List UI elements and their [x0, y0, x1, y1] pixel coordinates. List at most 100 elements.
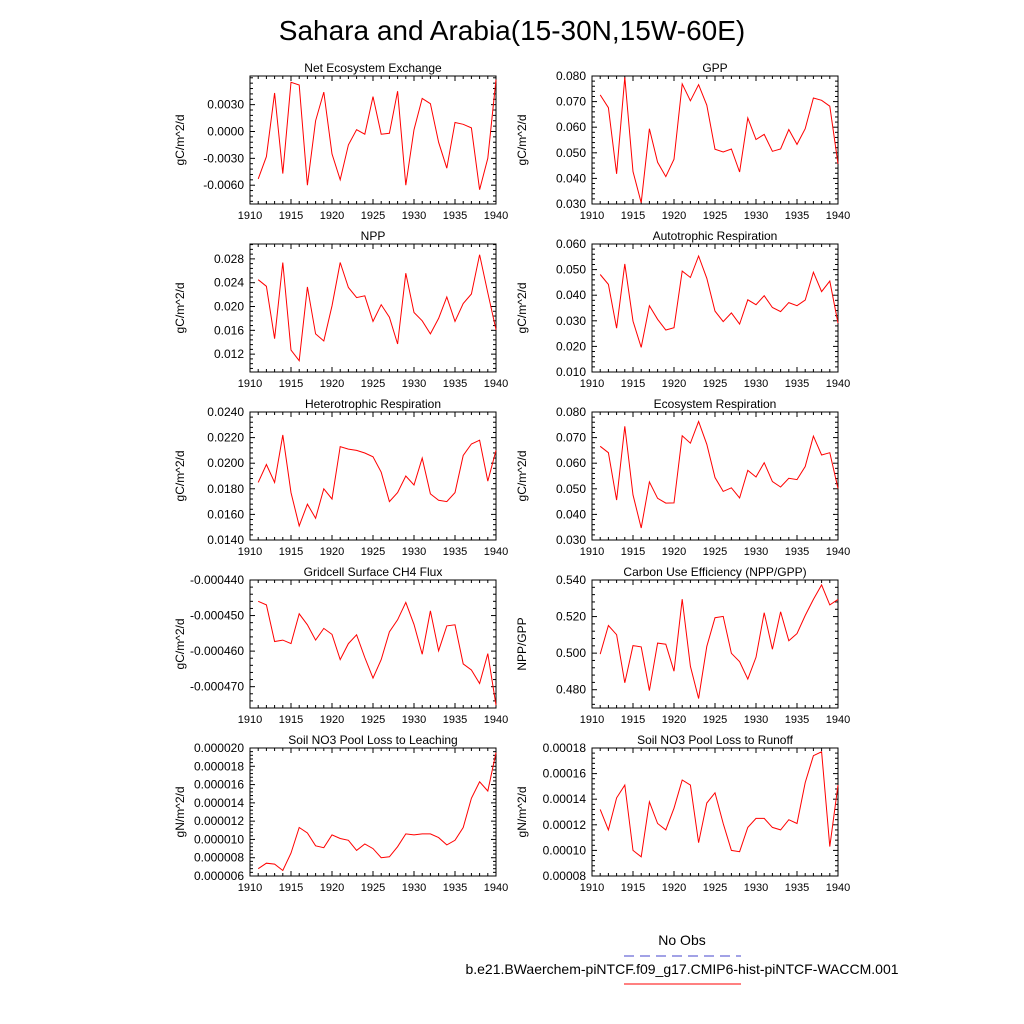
y-tick-label: -0.0030 — [203, 151, 244, 165]
y-axis-label: gC/m^2/d — [173, 115, 187, 166]
y-tick-label: -0.0060 — [203, 178, 244, 192]
x-tick-label: 1935 — [785, 210, 809, 222]
y-tick-label: 0.050 — [556, 482, 586, 496]
x-tick-label: 1920 — [662, 546, 686, 558]
panel-title: Ecosystem Respiration — [654, 397, 777, 411]
x-tick-label: 1925 — [703, 546, 727, 558]
y-tick-label: 0.050 — [556, 263, 586, 277]
x-tick-label: 1915 — [279, 546, 303, 558]
x-tick-label: 1920 — [320, 714, 344, 726]
y-axis-label: gN/m^2/d — [173, 787, 187, 838]
chart-panel: Ecosystem Respiration gC/m^2/d 1910 1915 192… — [515, 397, 850, 558]
series-line — [257, 79, 497, 190]
y-tick-label: 0.070 — [556, 95, 586, 109]
series-line — [257, 434, 497, 528]
x-tick-label: 1925 — [361, 378, 385, 390]
y-tick-label: -0.000440 — [190, 573, 244, 587]
series-line — [599, 751, 839, 858]
y-tick-label: 0.00016 — [543, 767, 587, 781]
series-line — [599, 420, 839, 529]
figure-title: Sahara and Arabia(15-30N,15W-60E) — [279, 15, 745, 46]
y-axis-label: gC/m^2/d — [515, 283, 529, 334]
y-tick-label: -0.000470 — [190, 680, 244, 694]
y-tick-label: 0.030 — [556, 197, 586, 211]
x-tick-label: 1920 — [662, 882, 686, 894]
x-tick-label: 1920 — [320, 882, 344, 894]
series-line — [257, 600, 497, 706]
x-tick-label: 1935 — [785, 378, 809, 390]
x-tick-label: 1925 — [703, 714, 727, 726]
y-tick-label: 0.020 — [556, 339, 586, 353]
y-tick-label: 0.030 — [556, 533, 586, 547]
x-tick-label: 1940 — [826, 882, 850, 894]
x-tick-label: 1925 — [703, 882, 727, 894]
x-tick-label: 1930 — [402, 546, 426, 558]
x-tick-label: 1935 — [443, 210, 467, 222]
series-line — [599, 583, 839, 699]
x-tick-label: 1935 — [443, 882, 467, 894]
x-tick-label: 1920 — [320, 378, 344, 390]
x-tick-label: 1915 — [279, 210, 303, 222]
x-tick-label: 1910 — [580, 882, 604, 894]
x-tick-label: 1920 — [662, 210, 686, 222]
chart-panel: Carbon Use Efficiency (NPP/GPP) NPP/GPP 19… — [515, 565, 850, 726]
legend-obs-label: No Obs — [658, 932, 705, 948]
x-tick-label: 1930 — [744, 714, 768, 726]
plot-frame — [591, 579, 839, 709]
y-tick-label: 0.0240 — [207, 405, 244, 419]
y-axis-label: gC/m^2/d — [173, 451, 187, 502]
x-tick-label: 1915 — [279, 378, 303, 390]
x-tick-label: 1935 — [785, 714, 809, 726]
x-tick-label: 1925 — [703, 378, 727, 390]
series-line — [599, 254, 839, 348]
x-tick-label: 1910 — [580, 378, 604, 390]
x-tick-label: 1910 — [238, 714, 262, 726]
x-tick-label: 1910 — [238, 882, 262, 894]
y-tick-label: -0.000450 — [190, 609, 244, 623]
y-tick-label: 0.012 — [214, 347, 244, 361]
x-tick-label: 1930 — [744, 546, 768, 558]
x-tick-label: 1925 — [703, 210, 727, 222]
x-tick-label: 1940 — [484, 210, 508, 222]
x-tick-label: 1930 — [402, 210, 426, 222]
y-axis-label: gC/m^2/d — [173, 619, 187, 670]
y-axis-label: gN/m^2/d — [515, 787, 529, 838]
y-tick-label: 0.020 — [214, 300, 244, 314]
x-tick-label: 1935 — [785, 882, 809, 894]
x-tick-label: 1910 — [238, 546, 262, 558]
y-tick-label: 0.040 — [556, 171, 586, 185]
y-tick-label: 0.000008 — [194, 851, 244, 865]
y-tick-label: 0.540 — [556, 573, 586, 587]
y-tick-label: 0.060 — [556, 456, 586, 470]
x-tick-label: 1930 — [744, 378, 768, 390]
x-tick-label: 1920 — [662, 378, 686, 390]
y-tick-label: 0.0200 — [207, 456, 244, 470]
y-tick-label: 0.000010 — [194, 832, 244, 846]
x-tick-label: 1915 — [621, 378, 645, 390]
chart-panel: Soil NO3 Pool Loss to Runoff gN/m^2/d 1910… — [515, 733, 850, 894]
y-tick-label: 0.00018 — [543, 741, 587, 755]
y-tick-label: 0.000006 — [194, 869, 244, 883]
y-tick-label: 0.030 — [556, 314, 586, 328]
chart-panel: Soil NO3 Pool Loss to Leaching gN/m^2/d 19… — [173, 733, 508, 894]
y-axis-label: gC/m^2/d — [515, 115, 529, 166]
x-tick-label: 1925 — [361, 714, 385, 726]
y-axis-label: gC/m^2/d — [515, 451, 529, 502]
x-tick-label: 1915 — [621, 882, 645, 894]
x-tick-label: 1940 — [484, 546, 508, 558]
x-tick-label: 1940 — [484, 378, 508, 390]
x-tick-label: 1935 — [443, 378, 467, 390]
y-tick-label: 0.050 — [556, 146, 586, 160]
y-tick-label: 0.028 — [214, 252, 244, 266]
plot-frame — [591, 243, 839, 373]
x-tick-label: 1925 — [361, 882, 385, 894]
y-tick-label: 0.00014 — [543, 792, 587, 806]
y-tick-label: 0.00010 — [543, 843, 587, 857]
y-tick-label: 0.040 — [556, 288, 586, 302]
y-tick-label: 0.0160 — [207, 507, 244, 521]
panel-title: NPP — [361, 229, 386, 243]
y-tick-label: 0.060 — [556, 120, 586, 134]
series-line — [257, 752, 497, 872]
y-tick-label: 0.0140 — [207, 533, 244, 547]
